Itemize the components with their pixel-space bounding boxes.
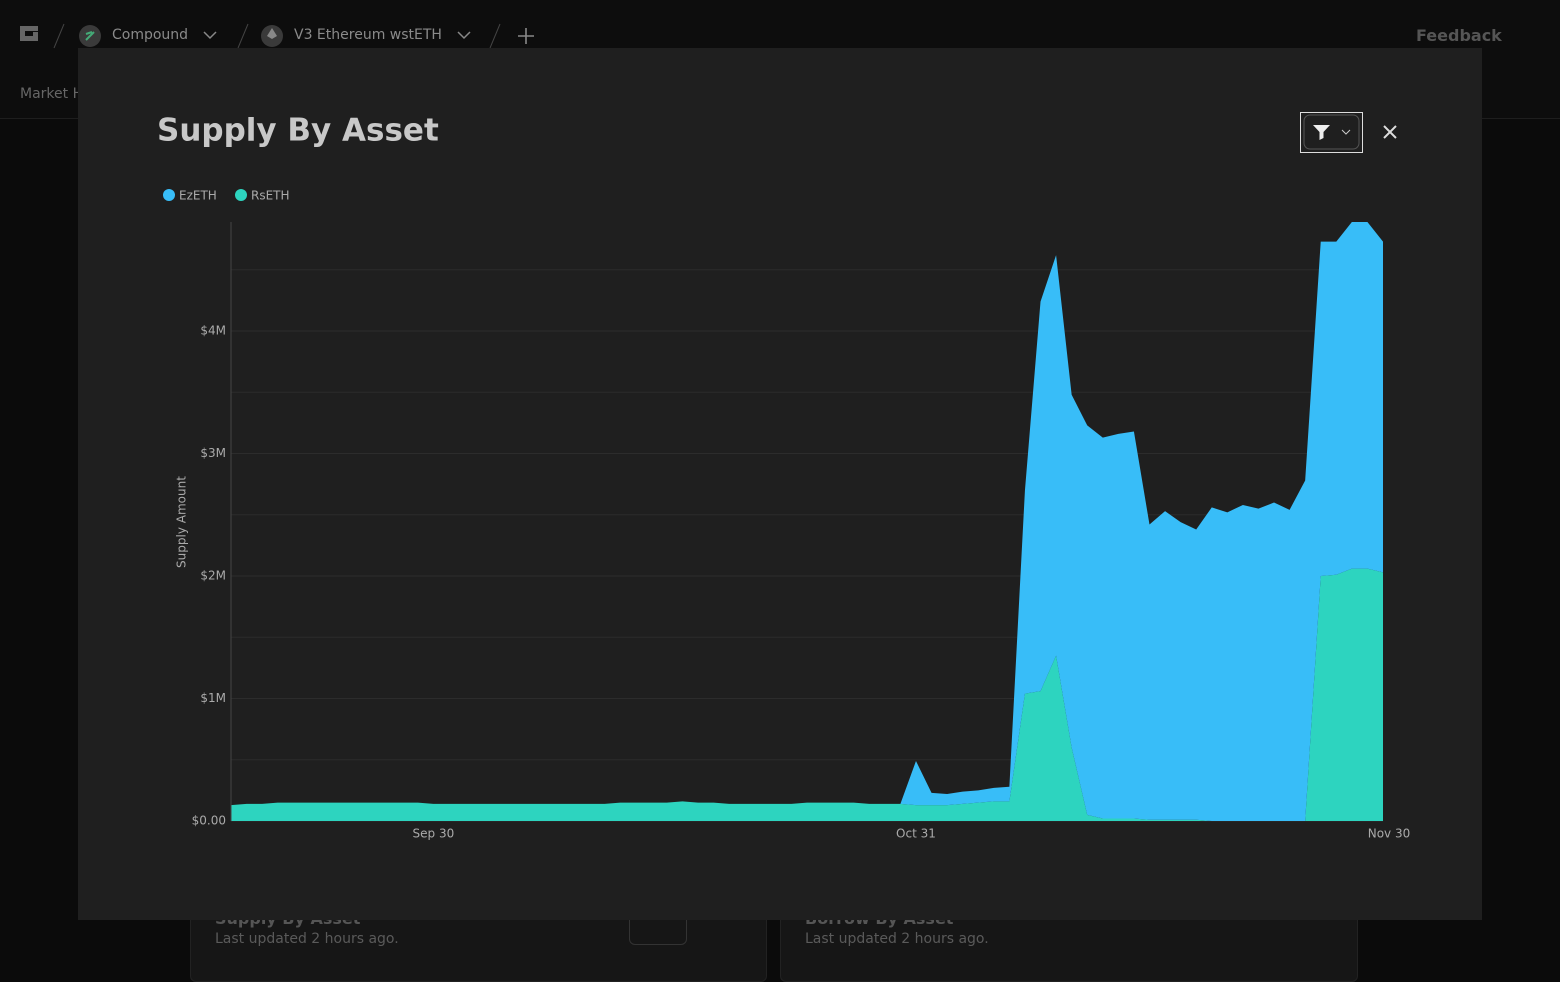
y-tick-label: $1M — [200, 691, 226, 705]
x-tick-label: Sep 30 — [413, 827, 455, 841]
y-tick-label: $4M — [200, 324, 226, 338]
legend-marker — [163, 189, 175, 201]
modal-title: Supply By Asset — [157, 113, 439, 149]
feedback-button[interactable]: Feedback — [1416, 26, 1502, 45]
y-tick-label: $2M — [200, 569, 226, 583]
legend-label: RsETH — [251, 189, 290, 203]
protocol-selector[interactable]: Compound — [112, 27, 189, 43]
y-tick-label: $3M — [200, 446, 226, 460]
filter-icon — [1313, 125, 1330, 140]
legend-marker — [235, 189, 247, 201]
card-updated: Last updated 2 hours ago. — [805, 931, 989, 947]
market-selector[interactable]: V3 Ethereum wstETH — [294, 27, 442, 43]
logo[interactable] — [18, 24, 42, 48]
y-axis-label: Supply Amount — [175, 476, 189, 568]
area — [231, 222, 1383, 821]
filter-focus — [1300, 112, 1363, 153]
tab[interactable]: Market H — [20, 86, 84, 102]
close-button[interactable] — [1383, 125, 1397, 139]
card-updated: Last updated 2 hours ago. — [215, 931, 399, 947]
x-tick-label: Oct 31 — [896, 827, 936, 841]
y-tick-label: $0.00 — [192, 814, 226, 828]
legend-label: EzETH — [179, 189, 217, 203]
chevron — [1341, 129, 1351, 135]
breadcrumb-icons — [53, 23, 534, 49]
x-tick-label: Nov 30 — [1368, 827, 1411, 841]
filter-button[interactable] — [1303, 114, 1360, 150]
